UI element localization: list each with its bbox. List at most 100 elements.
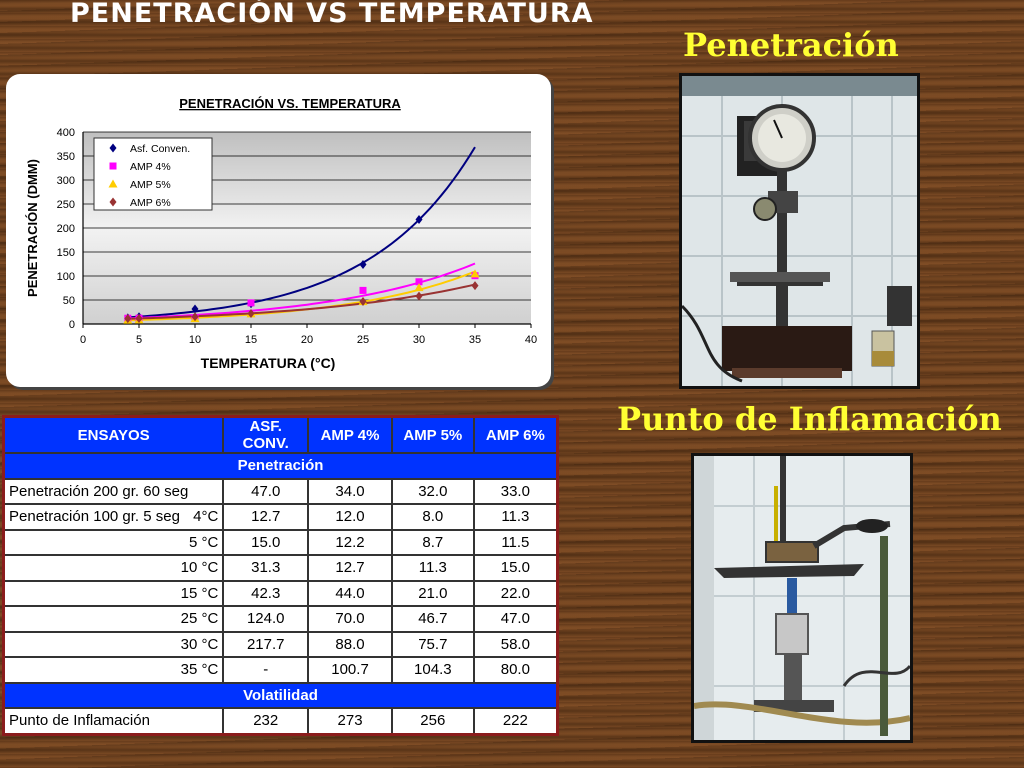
legend-label: AMP 5% <box>130 179 171 191</box>
cell: 75.7 <box>390 630 475 658</box>
temp-label: 25 °C <box>180 610 219 628</box>
table-row: Penetración 200 gr. 60 seg 47.0 34.0 32.… <box>2 477 559 505</box>
cell: 58.0 <box>472 630 559 658</box>
section-penetracion: Penetración <box>2 452 559 480</box>
data-point <box>359 296 367 306</box>
temp-label: 35 °C <box>180 661 219 679</box>
cell: 21.0 <box>390 579 475 607</box>
cell: 11.3 <box>472 503 559 531</box>
flash-point-photo <box>691 453 913 743</box>
data-point <box>415 215 423 225</box>
cell: 12.7 <box>307 554 393 582</box>
chart-card: PENETRACIÓN VS. TEMPERATURA 0 50 100 150 200… <box>6 74 551 387</box>
table-header-row: ENSAYOS ASF. CONV. AMP 4% AMP 5% AMP 6% <box>2 415 559 454</box>
cell: 47.0 <box>222 477 310 505</box>
legend-marker <box>109 162 117 170</box>
cell: 47.0 <box>472 605 559 633</box>
temp-label: 4°C <box>193 508 219 526</box>
row-label: Penetración 100 gr. 5 seg 4°C <box>2 503 225 531</box>
data-point <box>471 281 479 291</box>
section-volatilidad: Volatilidad <box>2 681 559 709</box>
data-point <box>414 283 424 292</box>
section-row: Penetración <box>2 452 559 480</box>
slide-title: PENETRACIÓN VS TEMPERATURA <box>70 0 594 29</box>
data-point <box>191 312 199 322</box>
data-point <box>359 259 367 269</box>
row-label: 25 °C <box>2 605 225 633</box>
x-tick-label: 25 <box>357 334 369 346</box>
cell: 11.5 <box>472 528 559 556</box>
row-label: 35 °C <box>2 656 225 684</box>
table-row: Penetración 100 gr. 5 seg 4°C 12.7 12.0 8… <box>2 503 559 531</box>
cell: 22.0 <box>472 579 559 607</box>
cell: 31.3 <box>222 554 310 582</box>
legend-label: AMP 4% <box>130 161 171 173</box>
cell: 46.7 <box>390 605 475 633</box>
header-ensayos: ENSAYOS <box>2 415 225 454</box>
table-row: 30 °C 217.7 88.0 75.7 58.0 <box>2 630 559 658</box>
legend-marker <box>108 179 118 188</box>
cell: 32.0 <box>390 477 475 505</box>
table-row: 15 °C 42.3 44.0 21.0 22.0 <box>2 579 559 607</box>
data-point <box>247 308 255 318</box>
row-label: 5 °C <box>2 528 225 556</box>
pen100-label: Penetración 100 gr. 5 seg <box>9 508 180 526</box>
cell: 15.0 <box>472 554 559 582</box>
header-amp5: AMP 5% <box>390 415 475 454</box>
y-tick-label: 300 <box>57 175 75 187</box>
y-tick-label: 0 <box>69 319 75 331</box>
cell: 222 <box>472 707 559 735</box>
data-point <box>415 291 423 301</box>
x-tick-label: 40 <box>525 334 537 346</box>
x-tick-label: 20 <box>301 334 313 346</box>
row-label: 30 °C <box>2 630 225 658</box>
x-tick-label: 35 <box>469 334 481 346</box>
table-row: 25 °C 124.0 70.0 46.7 47.0 <box>2 605 559 633</box>
cell: 80.0 <box>472 656 559 684</box>
cell: - <box>222 656 310 684</box>
x-axis-label: TEMPERATURA (°C) <box>201 355 336 371</box>
photo-title-penetracion: Penetración <box>683 26 899 64</box>
header-asf-conv: ASF. CONV. <box>222 415 310 454</box>
cell: 100.7 <box>307 656 393 684</box>
legend-label: AMP 6% <box>130 197 171 209</box>
row-label: 10 °C <box>2 554 225 582</box>
temp-label: 5 °C <box>188 533 219 551</box>
temp-label: 30 °C <box>180 635 219 653</box>
section-row: Volatilidad <box>2 681 559 709</box>
y-tick-label: 400 <box>57 127 75 139</box>
y-tick-label: 200 <box>57 223 75 235</box>
cell: 12.0 <box>307 503 393 531</box>
x-tick-label: 0 <box>80 334 86 346</box>
table-row: 10 °C 31.3 12.7 11.3 15.0 <box>2 554 559 582</box>
legend-marker <box>109 197 117 207</box>
data-point <box>191 304 199 314</box>
cell: 12.2 <box>307 528 393 556</box>
row-label: Punto de Inflamación <box>2 707 225 735</box>
row-label: 15 °C <box>2 579 225 607</box>
cell: 8.7 <box>390 528 475 556</box>
data-point <box>470 269 480 278</box>
cell: 15.0 <box>222 528 310 556</box>
cell: 256 <box>390 707 475 735</box>
photo-title-punto-inflamacion: Punto de Inflamación <box>617 400 1002 438</box>
header-amp6: AMP 6% <box>472 415 559 454</box>
cell: 124.0 <box>222 605 310 633</box>
y-tick-label: 350 <box>57 151 75 163</box>
cell: 12.7 <box>222 503 310 531</box>
cell: 34.0 <box>307 477 393 505</box>
x-tick-label: 15 <box>245 334 257 346</box>
header-amp4: AMP 4% <box>307 415 393 454</box>
temp-label: 15 °C <box>180 584 219 602</box>
cell: 33.0 <box>472 477 559 505</box>
cell: 70.0 <box>307 605 393 633</box>
legend-marker <box>109 143 117 153</box>
table-row: 5 °C 15.0 12.2 8.7 11.5 <box>2 528 559 556</box>
x-tick-label: 30 <box>413 334 425 346</box>
x-tick-label: 10 <box>189 334 201 346</box>
cell: 42.3 <box>222 579 310 607</box>
y-axis-label: PENETRACIÓN (DMM) <box>25 159 40 297</box>
cell: 232 <box>222 707 310 735</box>
data-point <box>415 278 423 286</box>
data-point <box>359 286 367 294</box>
